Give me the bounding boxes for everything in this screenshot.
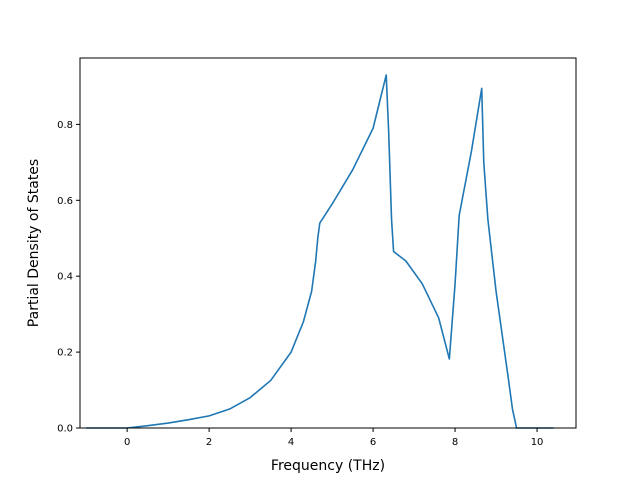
x-tick-label: 10 — [531, 437, 544, 448]
x-tick-label: 4 — [288, 437, 294, 448]
x-tick-label: 8 — [452, 437, 458, 448]
y-tick-label: 0.6 — [57, 196, 73, 207]
x-tick-label: 0 — [124, 437, 130, 448]
plot-area-background — [80, 58, 576, 428]
y-tick-label: 0.0 — [57, 424, 73, 435]
x-tick-label: 6 — [370, 437, 376, 448]
plot-frame — [79, 57, 577, 429]
y-axis-label: Partial Density of States — [26, 159, 42, 327]
pdos-series-line — [86, 74, 554, 429]
x-axis-label: Frequency (THz) — [271, 458, 385, 474]
series-layer — [86, 74, 554, 429]
y-tick-label: 0.8 — [57, 120, 73, 131]
x-tick-label: 2 — [206, 437, 212, 448]
y-tick-label: 0.2 — [57, 348, 73, 359]
ticks-layer: 0 2 4 6 8 10 0.0 0.2 0.4 0.6 0.8 — [57, 120, 543, 448]
y-tick-label: 0.4 — [57, 272, 73, 283]
